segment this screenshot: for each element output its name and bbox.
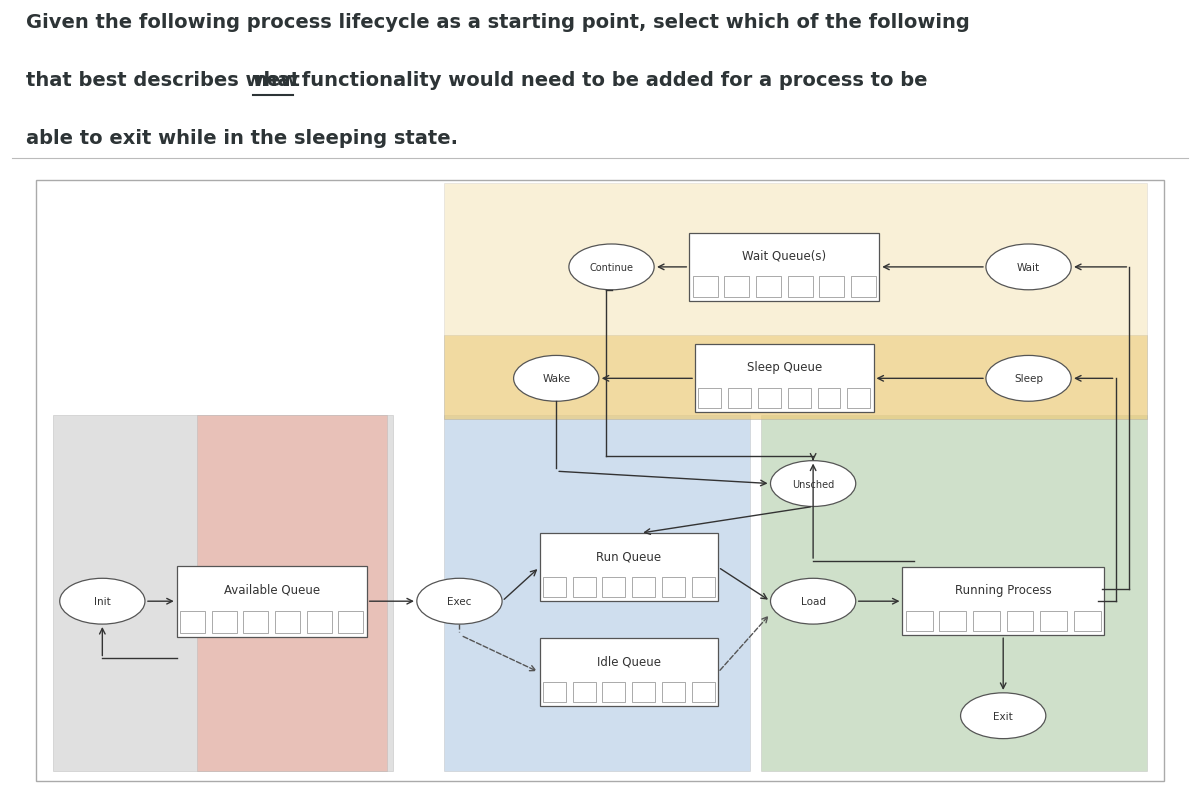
FancyBboxPatch shape (761, 416, 1147, 772)
FancyBboxPatch shape (689, 234, 880, 302)
FancyBboxPatch shape (540, 638, 718, 707)
Text: Wake: Wake (542, 374, 570, 384)
FancyBboxPatch shape (36, 181, 1164, 781)
FancyBboxPatch shape (662, 682, 685, 703)
Text: Wait Queue(s): Wait Queue(s) (743, 250, 827, 263)
Text: that best describes what: that best describes what (26, 71, 307, 90)
Text: Available Queue: Available Queue (223, 583, 319, 596)
FancyBboxPatch shape (244, 611, 269, 633)
FancyBboxPatch shape (572, 682, 595, 703)
Text: able to exit while in the sleeping state.: able to exit while in the sleeping state… (26, 128, 458, 148)
FancyBboxPatch shape (692, 277, 718, 297)
Circle shape (514, 356, 599, 402)
FancyBboxPatch shape (632, 682, 655, 703)
FancyBboxPatch shape (728, 389, 751, 409)
FancyBboxPatch shape (176, 566, 367, 637)
FancyBboxPatch shape (756, 277, 781, 297)
Text: Load: Load (800, 597, 826, 606)
Text: Sleep Queue: Sleep Queue (746, 361, 822, 373)
FancyBboxPatch shape (691, 682, 715, 703)
Circle shape (569, 245, 654, 291)
FancyBboxPatch shape (53, 416, 392, 772)
FancyBboxPatch shape (758, 389, 781, 409)
FancyBboxPatch shape (973, 611, 1000, 631)
Circle shape (960, 693, 1046, 739)
FancyBboxPatch shape (906, 611, 932, 631)
FancyBboxPatch shape (338, 611, 364, 633)
FancyBboxPatch shape (787, 389, 811, 409)
Text: new: new (253, 71, 299, 90)
Circle shape (986, 356, 1072, 402)
FancyBboxPatch shape (211, 611, 236, 633)
Text: Continue: Continue (589, 263, 634, 272)
Text: Unsched: Unsched (792, 479, 834, 489)
FancyBboxPatch shape (902, 568, 1104, 635)
FancyBboxPatch shape (275, 611, 300, 633)
FancyBboxPatch shape (444, 336, 1147, 419)
FancyBboxPatch shape (180, 611, 205, 633)
Text: Init: Init (94, 597, 110, 606)
Text: Idle Queue: Idle Queue (596, 654, 661, 667)
Text: Wait: Wait (1016, 263, 1040, 272)
FancyBboxPatch shape (602, 682, 625, 703)
FancyBboxPatch shape (691, 577, 715, 597)
FancyBboxPatch shape (1040, 611, 1067, 631)
FancyBboxPatch shape (542, 682, 566, 703)
FancyBboxPatch shape (307, 611, 331, 633)
FancyBboxPatch shape (1007, 611, 1033, 631)
FancyBboxPatch shape (632, 577, 655, 597)
Text: Exit: Exit (994, 711, 1013, 721)
FancyBboxPatch shape (695, 344, 874, 413)
FancyBboxPatch shape (698, 389, 721, 409)
Circle shape (60, 579, 145, 624)
FancyBboxPatch shape (662, 577, 685, 597)
FancyBboxPatch shape (787, 277, 812, 297)
FancyBboxPatch shape (725, 277, 749, 297)
Text: Given the following process lifecycle as a starting point, select which of the f: Given the following process lifecycle as… (26, 13, 970, 32)
Text: functionality would need to be added for a process to be: functionality would need to be added for… (295, 71, 928, 90)
FancyBboxPatch shape (1074, 611, 1100, 631)
FancyBboxPatch shape (444, 416, 750, 772)
FancyBboxPatch shape (542, 577, 566, 597)
FancyBboxPatch shape (940, 611, 966, 631)
Text: Running Process: Running Process (955, 584, 1051, 597)
Circle shape (770, 579, 856, 624)
FancyBboxPatch shape (444, 184, 1147, 419)
Circle shape (416, 579, 502, 624)
FancyBboxPatch shape (847, 389, 870, 409)
Circle shape (770, 461, 856, 507)
Text: Sleep: Sleep (1014, 374, 1043, 384)
Text: Exec: Exec (448, 597, 472, 606)
FancyBboxPatch shape (572, 577, 595, 597)
Text: Run Queue: Run Queue (596, 549, 661, 562)
FancyBboxPatch shape (602, 577, 625, 597)
FancyBboxPatch shape (817, 389, 840, 409)
Circle shape (986, 245, 1072, 291)
FancyBboxPatch shape (851, 277, 876, 297)
FancyBboxPatch shape (820, 277, 845, 297)
FancyBboxPatch shape (540, 533, 718, 601)
FancyBboxPatch shape (197, 416, 386, 772)
